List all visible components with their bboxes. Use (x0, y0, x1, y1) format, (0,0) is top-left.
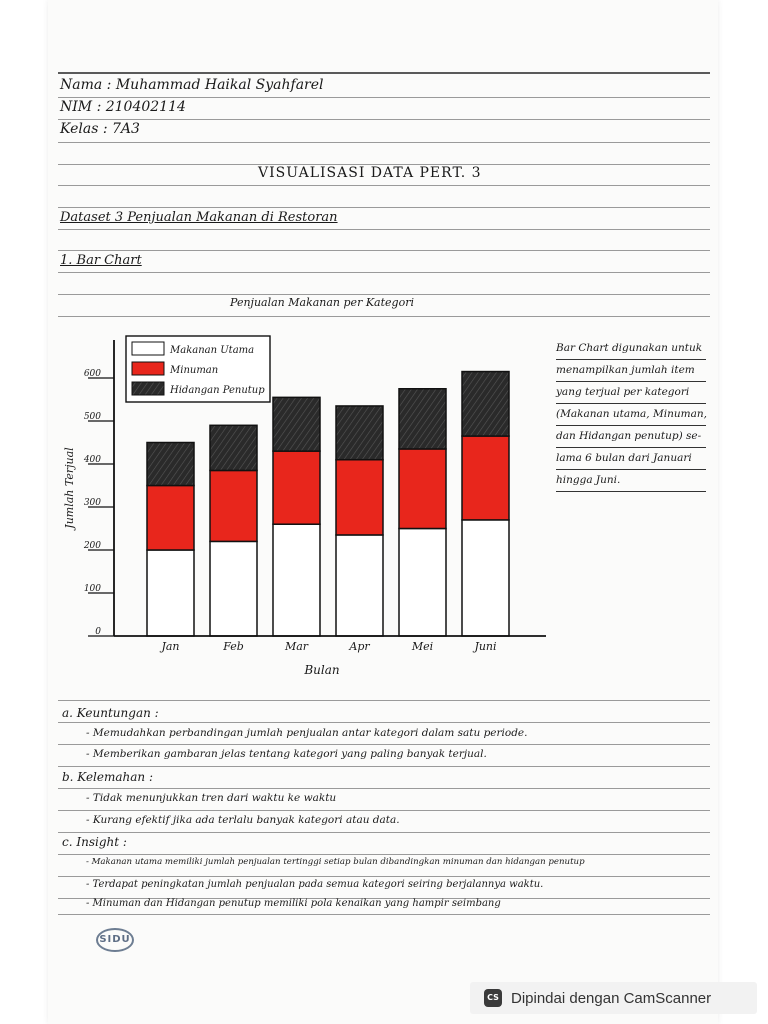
bar-segment-makanan-utama (335, 534, 384, 637)
page-rule (58, 229, 710, 230)
document-title: VISUALISASI DATA PERT. 3 (258, 165, 482, 181)
page-rule (58, 97, 710, 98)
legend-label: Minuman (169, 365, 218, 376)
page-rule (58, 294, 710, 295)
scanner-watermark: CS Dipindai dengan CamScanner (470, 982, 757, 1014)
bar-segment-hidangan-penutup (461, 370, 510, 437)
page-rule (58, 898, 710, 899)
bar-segment-minuman (272, 450, 321, 525)
legend-label: Hidangan Penutup (169, 385, 265, 396)
y-tick-label: 100 (84, 584, 101, 594)
note-line: menampilkan jumlah item (556, 360, 706, 382)
dataset-title: Dataset 3 Penjualan Makanan di Restoran (60, 210, 338, 225)
insight-item: - Makanan utama memiliki jumlah penjuala… (86, 857, 585, 867)
page-rule (58, 72, 710, 74)
page-rule (58, 810, 710, 811)
legend-label: Makanan Utama (169, 345, 254, 356)
page-rule (58, 876, 710, 877)
note-line: lama 6 bulan dari Januari (556, 448, 706, 470)
x-tick-label: Feb (222, 640, 244, 653)
page-rule (58, 164, 710, 165)
page-rule (58, 700, 710, 701)
page-rule (58, 316, 710, 317)
bar-segment-hidangan-penutup (398, 388, 447, 450)
page-rule (58, 250, 710, 251)
insight-item: - Minuman dan Hidangan penutup memiliki … (86, 898, 501, 909)
note-line: (Makanan utama, Minuman, (556, 404, 707, 426)
note-line: hingga Juni. (556, 470, 706, 492)
bar-segment-minuman (461, 435, 510, 521)
kelemahan-item: - Kurang efektif jika ada terlalu banyak… (86, 814, 400, 826)
student-name: Nama : Muhammad Haikal Syahfarel (60, 77, 324, 93)
kelemahan-heading: b. Kelemahan : (62, 770, 153, 784)
legend-swatch (131, 341, 165, 356)
y-tick-label: 600 (84, 369, 101, 379)
page-rule (58, 788, 710, 789)
camscanner-logo-icon: CS (484, 989, 502, 1007)
x-tick-label: Mar (284, 640, 309, 653)
y-tick-label: 200 (83, 541, 101, 551)
y-tick-label: 500 (84, 412, 101, 422)
bar-segment-minuman (209, 469, 258, 543)
page-rule (58, 272, 710, 273)
chart-title: Penjualan Makanan per Kategori (229, 296, 414, 309)
bar-segment-hidangan-penutup (272, 396, 321, 452)
page-rule (58, 854, 710, 855)
note-line: yang terjual per kategori (556, 382, 706, 404)
note-line: Bar Chart digunakan untuk (556, 338, 706, 360)
bar-segment-makanan-utama (146, 549, 195, 637)
page-rule (58, 142, 710, 143)
page-rule (58, 722, 710, 723)
bar-segment-minuman (146, 484, 195, 551)
y-tick-label: 400 (83, 455, 101, 465)
page-rule (58, 744, 710, 745)
bar-segment-minuman (398, 448, 447, 530)
bar-segment-makanan-utama (461, 519, 510, 637)
bar-segment-makanan-utama (398, 527, 447, 637)
legend-swatch (131, 381, 165, 396)
keuntungan-item: - Memberikan gambaran jelas tentang kate… (86, 748, 487, 760)
bar-segment-hidangan-penutup (209, 424, 258, 472)
kelemahan-item: - Tidak menunjukkan tren dari waktu ke w… (86, 792, 337, 804)
notebook-brand-stamp: SIDU (96, 928, 134, 952)
x-tick-label: Apr (348, 640, 370, 653)
note-line: dan Hidangan penutup) se- (556, 426, 706, 448)
bar-segment-minuman (335, 458, 384, 536)
page-rule (58, 119, 710, 120)
insight-item: - Terdapat peningkatan jumlah penjualan … (86, 879, 544, 890)
y-tick-label: 300 (84, 498, 101, 508)
bar-segment-hidangan-penutup (146, 441, 195, 487)
y-axis-label: Jumlah Terjual (63, 447, 76, 531)
page-rule (58, 207, 710, 208)
x-axis-label: Bulan (303, 663, 339, 677)
bar-segment-makanan-utama (272, 523, 321, 637)
section-heading: 1. Bar Chart (60, 253, 142, 268)
x-tick-label: Mei (411, 640, 433, 653)
student-nim: NIM : 210402114 (60, 99, 186, 115)
y-tick-label: 0 (95, 627, 101, 637)
stacked-bar-chart: Penjualan Makanan per Kategori Jumlah Te… (63, 296, 546, 677)
bar-segment-makanan-utama (209, 540, 258, 637)
keuntungan-item: - Memudahkan perbandingan jumlah penjual… (86, 727, 528, 739)
student-class: Kelas : 7A3 (60, 121, 140, 137)
legend-swatch (131, 361, 165, 376)
x-tick-label: Jan (159, 640, 179, 653)
chart-description-note: Bar Chart digunakan untuk menampilkan jum… (556, 338, 707, 492)
bar-segment-hidangan-penutup (335, 405, 384, 461)
page-rule (58, 185, 710, 186)
page-rule (58, 914, 710, 915)
keuntungan-heading: a. Keuntungan : (62, 706, 159, 720)
page-rule (58, 832, 710, 833)
page-rule (58, 766, 710, 767)
scanner-watermark-text: Dipindai dengan CamScanner (511, 989, 712, 1007)
insight-heading: c. Insight : (62, 835, 127, 849)
x-tick-label: Juni (472, 640, 496, 653)
